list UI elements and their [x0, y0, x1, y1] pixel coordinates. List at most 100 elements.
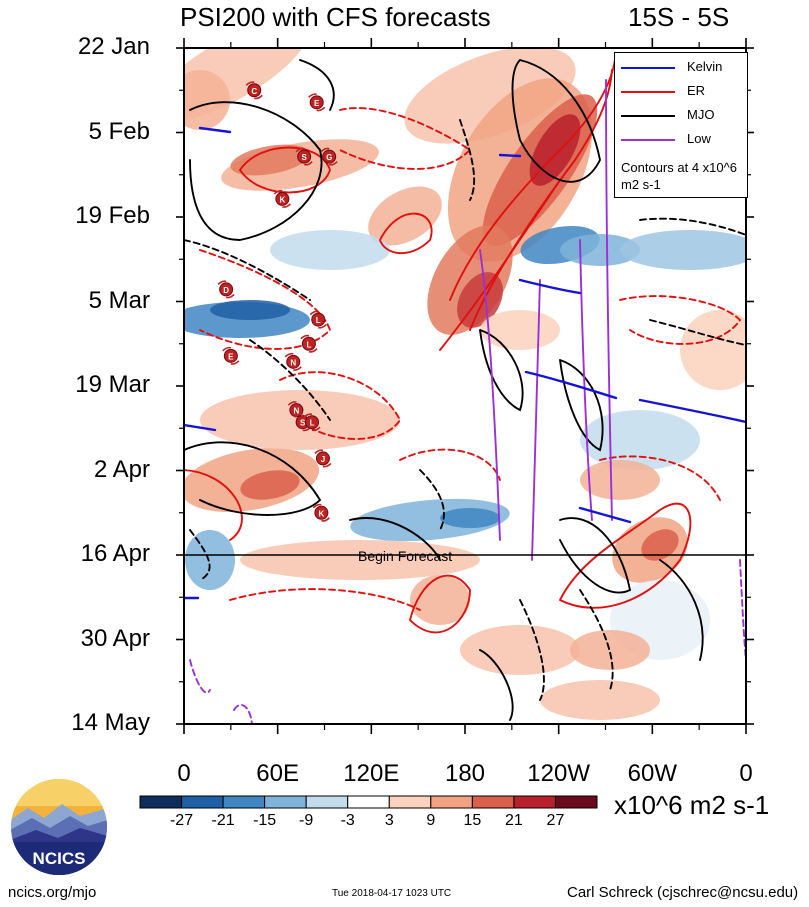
colorbar-tick-label: 27	[546, 812, 565, 829]
tc-marker: L	[300, 334, 318, 353]
y-tick-label: 14 May	[71, 709, 150, 736]
colorbar-swatch	[264, 795, 307, 809]
anomaly-shading	[620, 230, 746, 270]
colorbar-swatch	[347, 795, 390, 809]
contour-mjo	[649, 319, 746, 346]
contour-mjo	[419, 469, 445, 531]
legend: Kelvin ER MJO Low Contours at 4 x10^6 m2…	[614, 52, 748, 198]
contour-mjo	[479, 649, 514, 721]
tc-marker-letter: D	[223, 286, 229, 295]
contour-er	[379, 212, 433, 255]
tc-marker: N	[284, 352, 302, 371]
contour-mjo	[299, 59, 335, 111]
contour-er	[469, 69, 613, 331]
contour-er	[619, 295, 742, 345]
y-tick-label: 30 Apr	[80, 624, 150, 652]
contour-er	[559, 502, 692, 609]
contour-er	[399, 448, 501, 481]
tc-marker-letter: J	[321, 455, 325, 464]
anomaly-shading	[540, 680, 660, 720]
legend-label-kelvin: Kelvin	[687, 59, 723, 74]
colorbar-tick-label: 15	[463, 812, 482, 829]
contour-mjo	[189, 101, 323, 241]
contour-er	[599, 455, 721, 501]
tc-marker-letter: L	[306, 340, 311, 349]
contour-mjo	[579, 589, 614, 691]
tc-marker: K	[312, 503, 330, 522]
contour-er	[184, 469, 243, 541]
contour-mjo	[189, 529, 211, 581]
colorbar-tick-label: -15	[253, 812, 277, 829]
contour-er	[279, 371, 402, 440]
tc-marker: L	[309, 310, 327, 329]
x-tick-label: 60W	[627, 760, 678, 787]
tc-marker-letter: K	[279, 195, 285, 204]
legend-swatch-mjo	[621, 115, 675, 117]
colorbar-swatch	[554, 795, 598, 809]
y-tick-label: 5 Feb	[88, 117, 150, 145]
footer-author: Carl Schreck (cjschrec@ncsu.edu)	[567, 884, 799, 901]
legend-swatch-kelvin	[621, 67, 675, 69]
colorbar-units: x10^6 m2 s-1	[614, 790, 770, 820]
contour-kelvin	[184, 423, 217, 432]
anomaly-shading	[580, 460, 660, 500]
contour-mjo	[184, 239, 311, 301]
tc-marker: D	[217, 280, 235, 299]
contour-kelvin	[638, 398, 746, 424]
tc-marker-letter: E	[228, 352, 234, 361]
anomaly-shading	[240, 540, 480, 580]
colorbar-swatch	[513, 795, 556, 809]
logo-text: NCICS	[33, 849, 86, 868]
tc-marker: J	[314, 449, 332, 468]
colorbar-tick-label: -3	[340, 812, 355, 829]
y-tick-label: 19 Feb	[75, 202, 150, 229]
tc-marker-letter: S	[302, 153, 308, 162]
colorbar-swatch	[305, 795, 349, 809]
y-tick-label: 22 Jan	[77, 33, 150, 60]
colorbar-tick-label: -27	[169, 812, 194, 829]
legend-swatch-low	[621, 139, 675, 141]
tc-marker-letter: G	[326, 153, 332, 162]
anomaly-shading	[270, 230, 390, 270]
tc-marker: E	[222, 346, 240, 365]
contour-kelvin	[518, 278, 582, 295]
tc-marker-letter: L	[310, 419, 315, 428]
y-tick-label: 5 Mar	[88, 286, 150, 314]
tc-marker: E	[308, 93, 326, 112]
contour-low	[233, 704, 253, 724]
tc-marker-letter: C	[251, 87, 257, 96]
tc-marker-letter: S	[300, 419, 306, 428]
colorbar-tick-label: 3	[384, 812, 394, 829]
x-tick-label: 0	[177, 760, 191, 787]
x-tick-label: 0	[739, 760, 753, 787]
colorbar-tick-label: -9	[299, 812, 314, 829]
footer-site-link[interactable]: ncics.org/mjo	[8, 884, 97, 901]
tc-marker-letter: E	[314, 99, 320, 108]
tc-marker-letter: K	[318, 509, 324, 518]
colorbar-tick-label: 21	[505, 812, 523, 829]
legend-contour-note: Contours at 4 x10^6 m2 s-1	[621, 160, 737, 192]
colorbar-swatch	[222, 795, 266, 809]
contour-er	[229, 588, 421, 611]
contour-er	[199, 249, 332, 350]
anomaly-shading	[230, 144, 310, 176]
colorbar-swatch	[430, 795, 473, 809]
tc-marker: S	[295, 147, 313, 166]
footer-timestamp: Tue 2018-04-17 1023 UTC	[332, 888, 452, 899]
contour-low	[531, 279, 541, 561]
x-tick-label: 120E	[343, 760, 400, 787]
contour-er	[439, 179, 561, 351]
legend-label-mjo: MJO	[687, 107, 715, 122]
contour-kelvin	[198, 126, 232, 134]
x-tick-label: 120W	[527, 760, 591, 787]
legend-item-mjo: MJO	[615, 105, 747, 125]
contour-mjo	[349, 517, 441, 561]
contour-er	[449, 59, 616, 301]
contour-mjo	[559, 517, 632, 594]
tc-marker: N	[287, 401, 305, 420]
contour-mjo	[459, 119, 476, 201]
legend-item-low: Low	[615, 129, 747, 149]
contour-mjo	[659, 559, 704, 661]
tc-marker: G	[320, 147, 338, 166]
begin-forecast-label: Begin Forecast	[358, 548, 453, 564]
